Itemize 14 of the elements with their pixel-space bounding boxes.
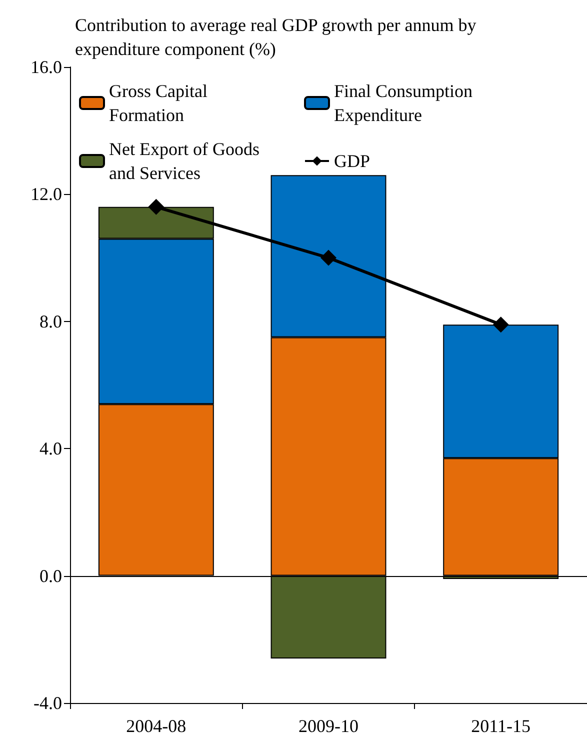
legend-label: GDP: [334, 151, 370, 171]
y-tick-label: 4.0: [40, 438, 62, 459]
y-tick-label: 8.0: [40, 311, 62, 332]
x-tick-label: 2011-15: [471, 716, 530, 736]
y-tick-label: -4.0: [34, 693, 62, 713]
y-tick-label: 0.0: [40, 566, 62, 586]
chart-title: Contribution to average real GDP growth per annum by expenditure component (%): [75, 15, 481, 59]
y-tick-label: 12.0: [30, 184, 62, 204]
legend-label: Gross Capital Formation: [109, 81, 212, 125]
legend-label: Net Export of Goods and Services: [109, 139, 264, 183]
x-tick-label: 2009-10: [298, 716, 358, 736]
y-tick-label: 16.0: [30, 57, 62, 77]
x-tick-label: 2004-08: [126, 716, 186, 736]
legend-label: Final Consumption Expenditure: [334, 81, 478, 125]
